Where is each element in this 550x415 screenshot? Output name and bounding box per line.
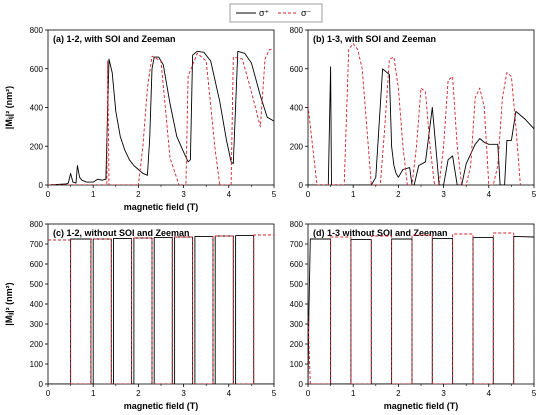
x-tick-label: 5: [532, 389, 537, 398]
x-tick-label: 3: [441, 190, 446, 199]
y-tick-label: 100: [30, 360, 44, 369]
y-tick-label: 200: [30, 142, 44, 151]
x-tick-label: 5: [272, 389, 277, 398]
y-tick-label: 600: [30, 260, 44, 269]
x-tick-label: 4: [487, 190, 492, 199]
y-tick-label: 100: [290, 360, 304, 369]
panel-title: (c) 1-2, without SOI and Zeeman: [53, 228, 190, 238]
y-tick-label: 800: [30, 26, 44, 35]
y-tick-label: 600: [290, 260, 304, 269]
y-tick-label: 200: [290, 142, 304, 151]
y-tick-label: 500: [30, 280, 44, 289]
x-tick-label: 2: [396, 190, 401, 199]
y-tick-label: 400: [290, 300, 304, 309]
panel-title: (d) 1-3 without SOI and Zeeman: [313, 228, 448, 238]
y-tick-label: 800: [30, 220, 44, 229]
legend-label-sigma-plus: σ⁺: [259, 8, 270, 18]
x-tick-label: 3: [441, 389, 446, 398]
y-tick-label: 0: [299, 181, 304, 190]
x-axis-label: magnetic field (T): [124, 202, 199, 212]
y-tick-label: 300: [290, 320, 304, 329]
series-line-sigma-plus: [308, 235, 534, 384]
x-axis-label: magnetic field (T): [124, 401, 199, 411]
x-tick-label: 2: [136, 190, 141, 199]
x-tick-label: 0: [306, 389, 311, 398]
x-axis-label: magnetic field (T): [384, 401, 459, 411]
x-tick-label: 0: [46, 190, 51, 199]
y-tick-label: 800: [290, 26, 304, 35]
y-tick-label: 700: [290, 240, 304, 249]
panel-title: (b) 1-3, with SOI and Zeeman: [313, 34, 436, 44]
series-line-sigma-plus: [308, 66, 534, 185]
y-tick-label: 300: [30, 320, 44, 329]
panel-c: 0 1 2 3 4 5 0 100 200 300 400 500 600 700 800 (c) 1-2, …: [4, 220, 277, 411]
x-tick-label: 5: [272, 190, 277, 199]
x-tick-label: 4: [227, 389, 232, 398]
x-tick-label: 0: [306, 190, 311, 199]
panel-b: 0 1 2 3 4 5 0 200 400 600 800 (b) 1-3, with SOI and…: [290, 26, 537, 199]
y-tick-label: 600: [290, 65, 304, 74]
x-tick-label: 1: [351, 389, 356, 398]
x-tick-label: 2: [396, 389, 401, 398]
panel-title: (a) 1-2, with SOI and Zeeman: [53, 34, 176, 44]
x-tick-label: 2: [136, 389, 141, 398]
series-line-sigma-minus: [308, 232, 515, 384]
plot-frame: [47, 223, 275, 385]
y-tick-label: 500: [290, 280, 304, 289]
x-tick-label: 4: [227, 190, 232, 199]
y-tick-label: 800: [290, 220, 304, 229]
x-tick-label: 0: [46, 389, 51, 398]
x-tick-label: 4: [487, 389, 492, 398]
x-tick-label: 1: [351, 190, 356, 199]
plot-frame: [307, 29, 535, 186]
x-tick-label: 1: [91, 389, 96, 398]
series-line-sigma-minus: [48, 48, 274, 185]
legend-label-sigma-minus: σ⁻: [301, 8, 312, 18]
y-tick-label: 400: [30, 300, 44, 309]
x-tick-label: 5: [532, 190, 537, 199]
y-axis-label: |Mᵢⱼ|² (nm²): [4, 282, 14, 325]
y-tick-label: 400: [290, 104, 304, 113]
y-tick-label: 0: [299, 380, 304, 389]
x-tick-label: 3: [181, 190, 186, 199]
y-axis-label: |Mᵢⱼ|² (nm²): [4, 86, 14, 129]
y-tick-label: 400: [30, 104, 44, 113]
y-tick-label: 600: [30, 65, 44, 74]
series-line-sigma-minus: [48, 234, 274, 384]
x-tick-label: 3: [181, 389, 186, 398]
plot-frame: [47, 29, 275, 186]
legend-box: [229, 3, 323, 23]
series-line-sigma-plus: [48, 50, 274, 185]
legend: σ⁺ σ⁻: [229, 3, 323, 23]
series-line-sigma-plus: [48, 235, 274, 384]
series-line-sigma-minus: [308, 43, 521, 185]
y-tick-label: 0: [39, 380, 44, 389]
y-tick-label: 200: [290, 340, 304, 349]
y-tick-label: 0: [39, 181, 44, 190]
plot-frame: [307, 223, 535, 385]
y-tick-label: 700: [30, 240, 44, 249]
panel-d: 0 1 2 3 4 5 0 100 200 300 400 500 600 700 800 (d) 1-3 w…: [290, 220, 537, 411]
panel-a: 0 1 2 3 4 5 0 200 400 600 800 (a) 1-2, with SOI and…: [4, 26, 277, 212]
x-tick-label: 1: [91, 190, 96, 199]
y-tick-label: 200: [30, 340, 44, 349]
